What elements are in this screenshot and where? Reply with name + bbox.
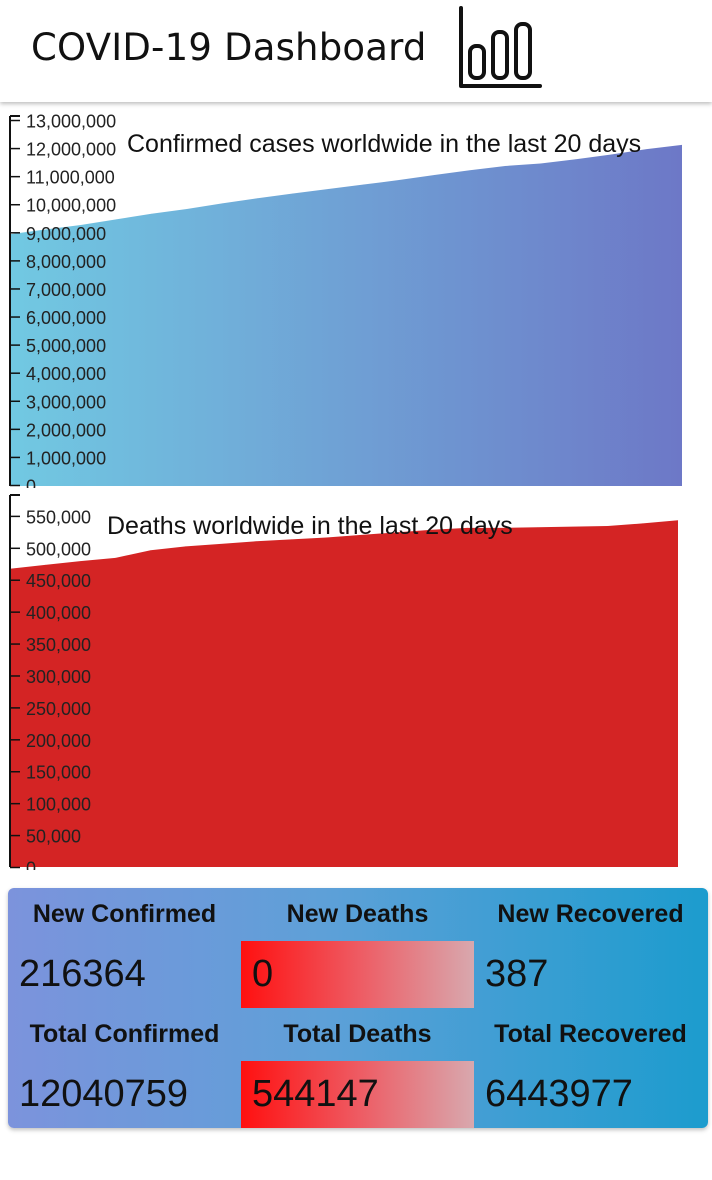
y-tick-label: 0 <box>26 859 36 871</box>
total-confirmed-label: Total Confirmed <box>29 1020 220 1048</box>
series-area <box>10 144 682 486</box>
y-tick-label: 400,000 <box>26 603 91 623</box>
series-area <box>10 520 678 867</box>
y-tick-label: 450,000 <box>26 571 91 591</box>
y-tick-label: 10,000,000 <box>26 196 116 216</box>
y-tick-label: 9,000,000 <box>26 224 106 244</box>
chart-0-svg: 0 1,000,000 2,000,000 3,000,000 4,000,000 5,0… <box>9 112 683 489</box>
y-tick-label: 7,000,000 <box>26 280 106 300</box>
y-tick-label: 2,000,000 <box>26 420 106 440</box>
y-tick-label: 550,000 <box>26 507 91 527</box>
y-tick-label: 350,000 <box>26 635 91 655</box>
new-confirmed-value: 216364 <box>19 953 146 995</box>
y-tick-label: 5,000,000 <box>26 336 106 356</box>
y-tick-label: 8,000,000 <box>26 252 106 272</box>
total-deaths-label: Total Deaths <box>283 1020 432 1048</box>
new-confirmed-label: New Confirmed <box>32 900 217 928</box>
app-bar: COVID-19 Dashboard <box>0 0 712 102</box>
y-tick-label: 3,000,000 <box>26 392 106 412</box>
new-recovered-value: 387 <box>485 953 549 995</box>
y-tick-label: 300,000 <box>26 667 91 687</box>
new-deaths-label: New Deaths <box>286 900 429 928</box>
stats-card: New Confirmed New Deaths New Recovered 2… <box>8 888 708 1128</box>
y-tick-label: 1,000,000 <box>26 448 106 468</box>
confirmed-cases-chart: 0 1,000,000 2,000,000 3,000,000 4,000,000 5,0… <box>0 104 712 488</box>
total-recovered-value: 6443977 <box>485 1073 633 1115</box>
app-title: COVID-19 Dashboard <box>31 26 427 69</box>
chart-title: Confirmed cases worldwide in the last 20… <box>127 130 641 158</box>
y-tick-label: 100,000 <box>26 795 91 815</box>
chart-1-svg: 0 50,000 100,000 150,000 200,000 250,000 300,0… <box>9 494 679 871</box>
new-deaths-value: 0 <box>241 941 474 1008</box>
y-tick-label: 6,000,000 <box>26 308 106 328</box>
y-tick-label: 11,000,000 <box>26 168 115 188</box>
y-tick-label: 13,000,000 <box>26 112 116 132</box>
y-tick-label: 250,000 <box>26 699 91 719</box>
y-tick-label: 200,000 <box>26 731 91 751</box>
y-tick-label: 50,000 <box>26 827 81 847</box>
total-recovered-label: Total Recovered <box>494 1020 687 1048</box>
chart-title: Deaths worldwide in the last 20 days <box>107 512 513 540</box>
y-tick-label: 12,000,000 <box>26 140 116 160</box>
new-recovered-label: New Recovered <box>497 900 684 928</box>
y-tick-label: 0 <box>26 477 36 489</box>
y-tick-label: 150,000 <box>26 763 91 783</box>
bar-chart-icon[interactable] <box>456 6 542 92</box>
deaths-chart: 0 50,000 100,000 150,000 200,000 250,000 300,0… <box>0 490 712 870</box>
total-deaths-value: 544147 <box>241 1061 474 1128</box>
y-tick-label: 500,000 <box>26 539 91 559</box>
total-confirmed-value: 12040759 <box>19 1073 189 1115</box>
y-tick-label: 4,000,000 <box>26 364 106 384</box>
